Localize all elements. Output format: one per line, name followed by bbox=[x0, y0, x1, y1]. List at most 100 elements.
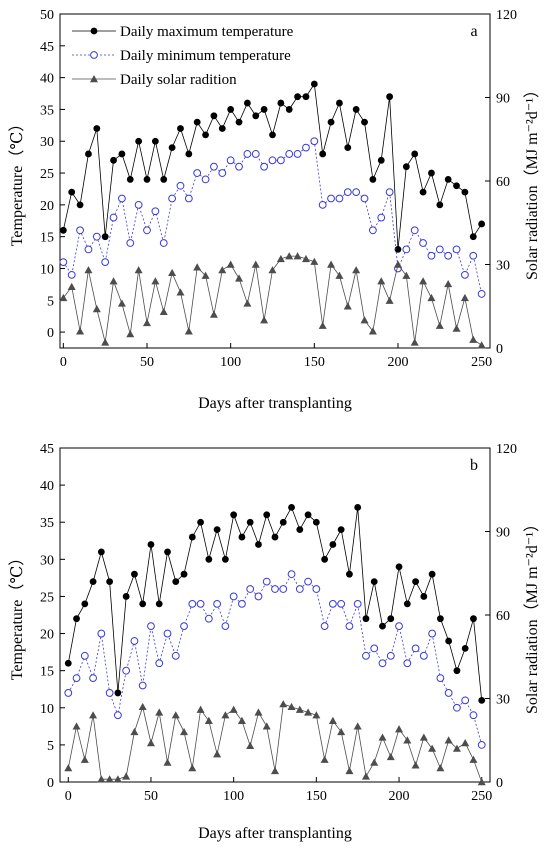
data-point bbox=[395, 563, 403, 571]
data-point bbox=[320, 755, 329, 763]
data-point bbox=[477, 290, 486, 298]
data-point bbox=[444, 176, 452, 183]
data-point bbox=[469, 251, 478, 260]
legend-entry: Daily minimum temperature bbox=[120, 48, 291, 64]
data-point bbox=[93, 125, 101, 132]
data-point bbox=[159, 239, 168, 247]
data-point bbox=[210, 162, 218, 171]
data-point bbox=[235, 274, 244, 282]
data-point bbox=[72, 674, 81, 682]
data-point bbox=[227, 106, 235, 113]
y-tick-label: 35 bbox=[40, 516, 54, 531]
data-point bbox=[435, 321, 444, 329]
data-point bbox=[209, 310, 218, 318]
data-point bbox=[469, 233, 477, 241]
data-point bbox=[427, 251, 436, 260]
data-point bbox=[276, 156, 285, 165]
data-point bbox=[143, 226, 151, 235]
data-point bbox=[188, 599, 197, 608]
data-point bbox=[327, 260, 336, 268]
data-point bbox=[80, 651, 89, 660]
data-point bbox=[320, 622, 329, 631]
data-point bbox=[176, 288, 185, 296]
data-point bbox=[68, 188, 76, 196]
y-tick-label: 20 bbox=[40, 199, 54, 214]
data-point bbox=[238, 599, 246, 608]
data-point bbox=[337, 727, 346, 736]
data-point bbox=[113, 711, 122, 720]
x-tick-label: 100 bbox=[220, 355, 241, 370]
y2-tick-label: 90 bbox=[496, 526, 510, 541]
data-point bbox=[445, 637, 453, 645]
data-point bbox=[204, 614, 213, 623]
data-point bbox=[230, 511, 238, 519]
data-point bbox=[386, 93, 394, 101]
data-point bbox=[268, 266, 277, 274]
data-point bbox=[126, 176, 134, 183]
data-point bbox=[180, 727, 189, 736]
data-point bbox=[151, 277, 160, 285]
data-point bbox=[246, 585, 255, 593]
data-point bbox=[310, 257, 319, 265]
data-point bbox=[285, 252, 294, 260]
data-point bbox=[109, 277, 118, 285]
data-point bbox=[235, 118, 243, 126]
data-point bbox=[328, 599, 337, 608]
y-tick-label: 30 bbox=[40, 553, 54, 568]
data-point bbox=[147, 541, 155, 548]
data-point bbox=[122, 593, 130, 600]
y-tick-label: 40 bbox=[40, 479, 54, 494]
x-tick-label: 250 bbox=[471, 789, 492, 804]
data-point bbox=[428, 744, 437, 752]
data-point bbox=[229, 592, 238, 601]
data-point bbox=[269, 131, 276, 139]
data-point bbox=[419, 651, 428, 660]
x-axis-title: Days after transplanting bbox=[198, 825, 352, 842]
y2-tick-label: 120 bbox=[496, 8, 517, 23]
data-point bbox=[168, 144, 176, 152]
data-point bbox=[85, 150, 92, 158]
data-point bbox=[360, 194, 369, 203]
y-tick-label: 30 bbox=[40, 135, 54, 150]
data-point bbox=[213, 599, 222, 608]
data-point bbox=[188, 764, 197, 772]
data-point bbox=[213, 526, 221, 534]
data-point bbox=[368, 226, 377, 235]
data-point bbox=[126, 330, 135, 338]
data-point bbox=[160, 176, 168, 183]
data-point bbox=[377, 213, 386, 222]
data-point bbox=[360, 316, 369, 324]
data-point bbox=[402, 245, 411, 254]
data-point bbox=[72, 722, 81, 730]
data-point bbox=[59, 226, 67, 234]
data-point bbox=[461, 696, 470, 705]
y-axis-title: Temperature（℃） bbox=[8, 550, 26, 681]
x-tick-label: 200 bbox=[389, 789, 410, 804]
data-point bbox=[436, 201, 444, 209]
data-point bbox=[343, 302, 352, 310]
data-point bbox=[218, 125, 226, 132]
y2-tick-label: 90 bbox=[496, 92, 510, 107]
data-point bbox=[218, 169, 227, 177]
y-tick-label: 45 bbox=[40, 40, 54, 55]
data-point bbox=[295, 705, 304, 713]
y-tick-label: 5 bbox=[47, 294, 54, 309]
data-point bbox=[318, 200, 327, 209]
data-point bbox=[460, 293, 469, 302]
data-point bbox=[168, 194, 177, 203]
plot-frame bbox=[59, 13, 491, 349]
data-point bbox=[271, 766, 279, 775]
data-point bbox=[197, 518, 204, 526]
y-tick-label: 0 bbox=[47, 326, 54, 341]
y-axis-title: Temperature（℃） bbox=[8, 116, 26, 247]
y-tick-label: 20 bbox=[40, 628, 54, 643]
data-point bbox=[164, 548, 171, 556]
data-point bbox=[113, 775, 122, 783]
data-point bbox=[221, 622, 230, 631]
data-point bbox=[304, 577, 312, 586]
data-point bbox=[126, 239, 135, 247]
data-point bbox=[469, 755, 478, 763]
data-point bbox=[271, 585, 279, 593]
data-point bbox=[218, 266, 227, 274]
